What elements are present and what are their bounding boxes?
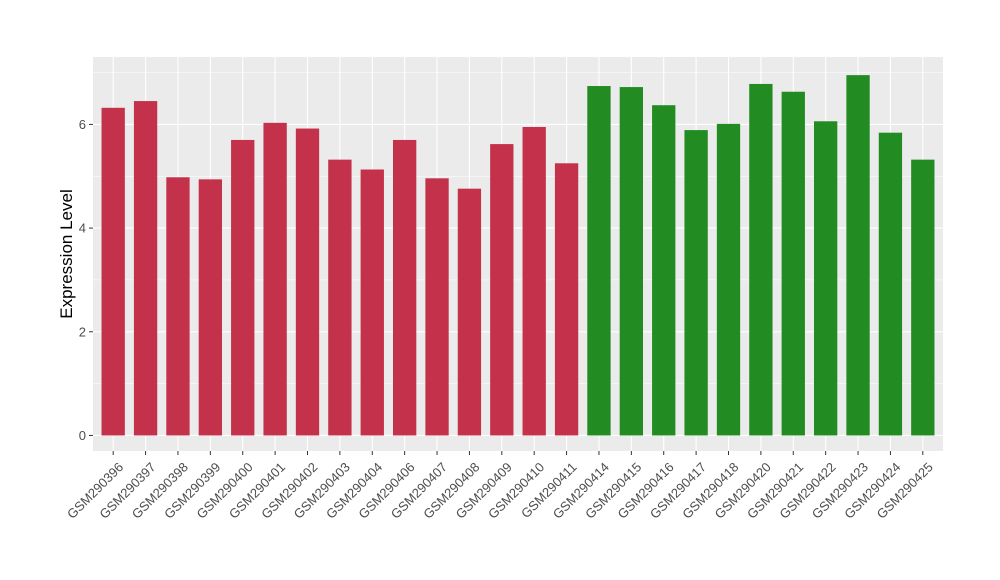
bar-GSM290425 [911, 159, 935, 436]
bar-GSM290400 [231, 139, 255, 436]
bar-GSM290409 [490, 144, 514, 436]
bar-GSM290420 [749, 83, 773, 436]
bar-GSM290421 [781, 91, 805, 436]
bar-GSM290402 [295, 128, 320, 436]
bar-GSM290408 [457, 188, 482, 436]
bar-GSM290423 [846, 75, 870, 436]
bar-GSM290407 [425, 178, 449, 436]
bars [101, 75, 935, 436]
bar-GSM290416 [652, 105, 676, 436]
y-tick-label: 2 [79, 324, 86, 339]
bar-GSM290398 [166, 177, 190, 436]
bar-GSM290397 [133, 101, 158, 436]
bar-GSM290418 [716, 123, 741, 436]
bar-GSM290411 [554, 163, 579, 436]
y-tick-label: 6 [79, 117, 86, 132]
y-tick-label: 0 [79, 428, 86, 443]
y-axis-title: Expression Level [57, 189, 76, 318]
bar-GSM290406 [392, 139, 417, 436]
bar-GSM290399 [198, 179, 223, 436]
bar-GSM290403 [328, 159, 352, 436]
bar-GSM290401 [263, 122, 287, 436]
bar-GSM290410 [522, 126, 546, 436]
bar-GSM290414 [587, 86, 611, 436]
y-tick-label: 4 [79, 221, 86, 236]
bar-GSM290424 [878, 132, 903, 436]
bar-GSM290404 [360, 169, 384, 436]
bar-GSM290417 [684, 130, 708, 436]
x-axis: GSM290396GSM290397GSM290398GSM290399GSM2… [64, 451, 936, 522]
bar-GSM290422 [813, 121, 838, 436]
bar-GSM290396 [101, 107, 125, 436]
y-axis: 0 2 4 6 [79, 117, 93, 443]
bar-GSM290415 [619, 87, 644, 436]
